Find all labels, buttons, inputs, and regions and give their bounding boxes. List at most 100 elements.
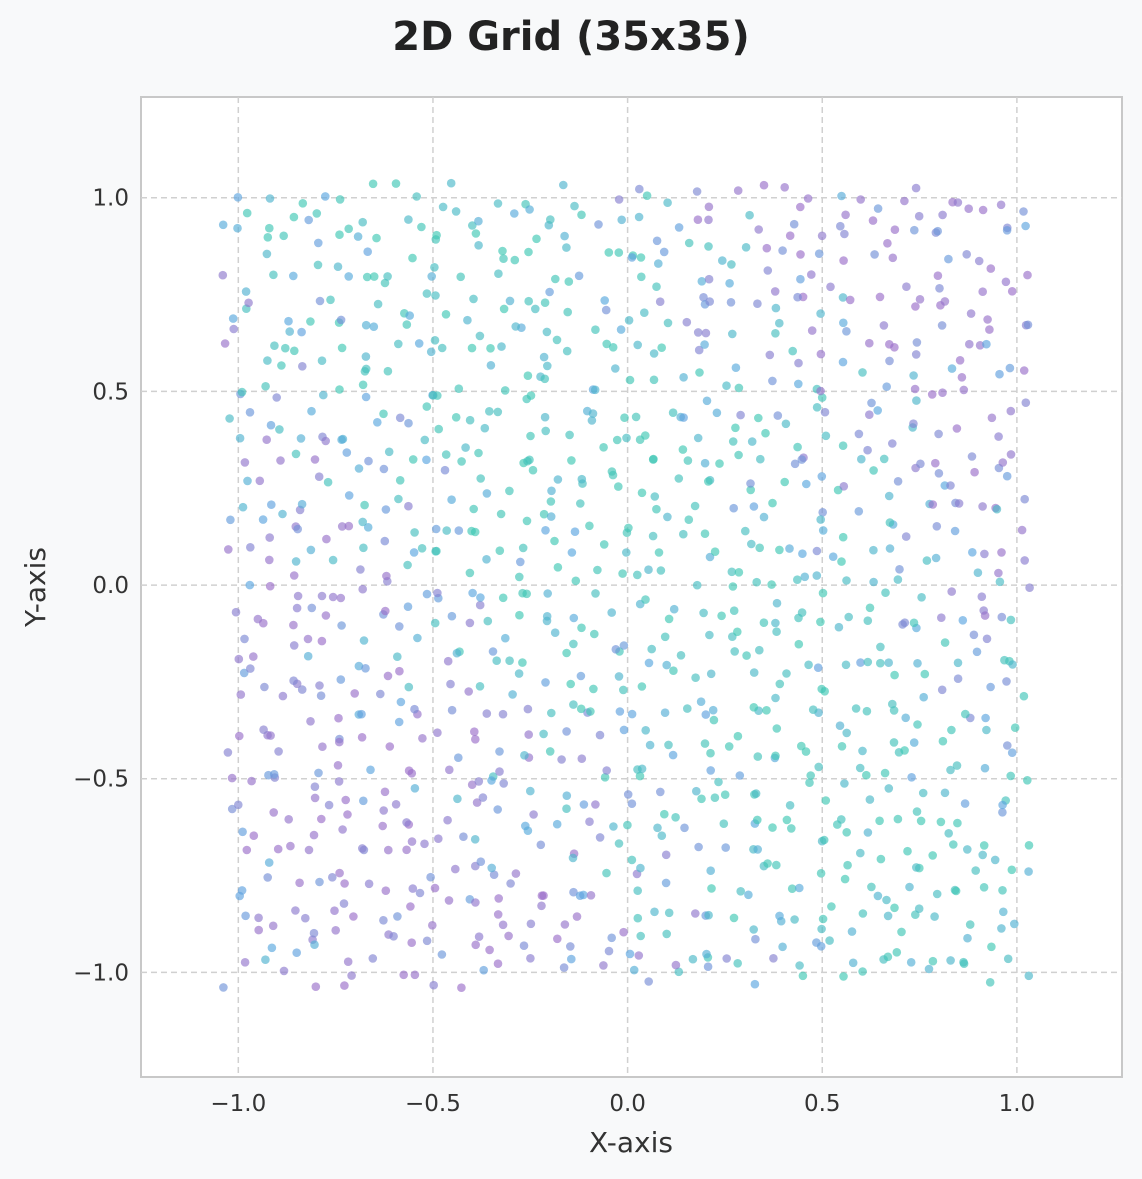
data-point — [763, 266, 773, 275]
data-point — [652, 282, 661, 292]
data-point — [290, 346, 299, 356]
data-point — [524, 296, 533, 306]
data-point — [519, 941, 529, 950]
data-point — [588, 409, 598, 418]
data-point — [958, 616, 968, 625]
data-point — [404, 501, 413, 511]
data-point — [1003, 954, 1013, 964]
data-point — [1023, 320, 1033, 330]
data-point — [749, 668, 759, 677]
data-point — [790, 915, 799, 924]
data-point — [361, 392, 371, 402]
data-point — [395, 476, 405, 485]
data-point — [461, 443, 470, 452]
data-point — [684, 515, 694, 524]
data-point — [611, 364, 620, 373]
data-point — [447, 705, 457, 715]
data-point — [493, 199, 503, 208]
data-point — [742, 651, 751, 660]
data-point — [781, 419, 791, 429]
data-point — [552, 335, 562, 345]
data-point — [220, 339, 230, 348]
data-point — [933, 271, 943, 281]
data-point — [403, 560, 412, 570]
data-point — [316, 691, 326, 700]
data-point — [342, 448, 352, 457]
data-point — [1002, 471, 1012, 481]
data-point — [566, 942, 575, 951]
data-point — [759, 512, 769, 522]
data-point — [997, 924, 1006, 933]
data-point — [900, 746, 909, 755]
data-point — [796, 274, 805, 284]
data-point — [604, 946, 614, 956]
data-point — [778, 246, 787, 255]
data-point — [395, 413, 405, 423]
data-point — [759, 180, 769, 190]
data-point — [394, 494, 403, 504]
data-point — [275, 425, 284, 434]
data-point — [909, 738, 919, 747]
data-point — [912, 863, 921, 872]
data-point — [865, 795, 875, 804]
data-point — [895, 565, 904, 574]
data-point — [245, 408, 255, 417]
data-point — [468, 221, 477, 230]
data-point — [700, 458, 710, 468]
data-point — [762, 243, 772, 253]
data-point — [678, 445, 688, 454]
data-point — [321, 436, 331, 446]
data-point — [669, 666, 678, 675]
data-point — [662, 660, 671, 670]
data-point — [974, 256, 984, 266]
data-point — [1021, 221, 1030, 231]
data-point — [841, 660, 851, 670]
data-point — [842, 576, 851, 585]
data-point — [1024, 867, 1033, 876]
data-point — [353, 232, 363, 241]
data-point — [1025, 583, 1034, 592]
data-point — [963, 933, 972, 943]
data-point — [704, 242, 713, 251]
data-point — [817, 231, 827, 241]
data-point — [637, 488, 647, 498]
data-point — [595, 833, 605, 842]
data-point — [979, 841, 989, 850]
x-axis-label: X-axis — [589, 1126, 673, 1159]
data-point — [693, 328, 703, 337]
data-point — [617, 215, 626, 225]
data-point — [567, 548, 577, 557]
data-point — [607, 933, 616, 943]
data-point — [892, 948, 902, 957]
data-point — [334, 777, 344, 786]
data-point — [862, 770, 871, 780]
data-point — [314, 768, 323, 778]
data-point — [520, 751, 529, 760]
data-point — [937, 685, 947, 695]
data-point — [470, 835, 480, 844]
data-point — [318, 742, 327, 751]
data-point — [569, 887, 578, 897]
data-point — [855, 763, 865, 773]
data-point — [704, 215, 713, 225]
data-point — [775, 545, 784, 555]
data-point — [885, 518, 895, 527]
data-point — [706, 766, 715, 775]
data-point — [311, 982, 321, 991]
data-point — [1010, 723, 1020, 732]
data-point — [981, 713, 990, 723]
data-point — [629, 965, 639, 975]
data-point — [750, 979, 760, 989]
data-point — [571, 576, 581, 586]
data-point — [938, 388, 947, 398]
data-point — [869, 577, 878, 587]
data-point — [912, 396, 921, 405]
data-point — [940, 297, 950, 306]
data-point — [884, 658, 893, 667]
data-point — [354, 661, 364, 671]
x-tick-label: 0.5 — [804, 1091, 841, 1117]
data-point — [998, 886, 1007, 895]
data-point — [937, 613, 946, 622]
data-point — [246, 543, 255, 552]
data-point — [801, 747, 811, 756]
